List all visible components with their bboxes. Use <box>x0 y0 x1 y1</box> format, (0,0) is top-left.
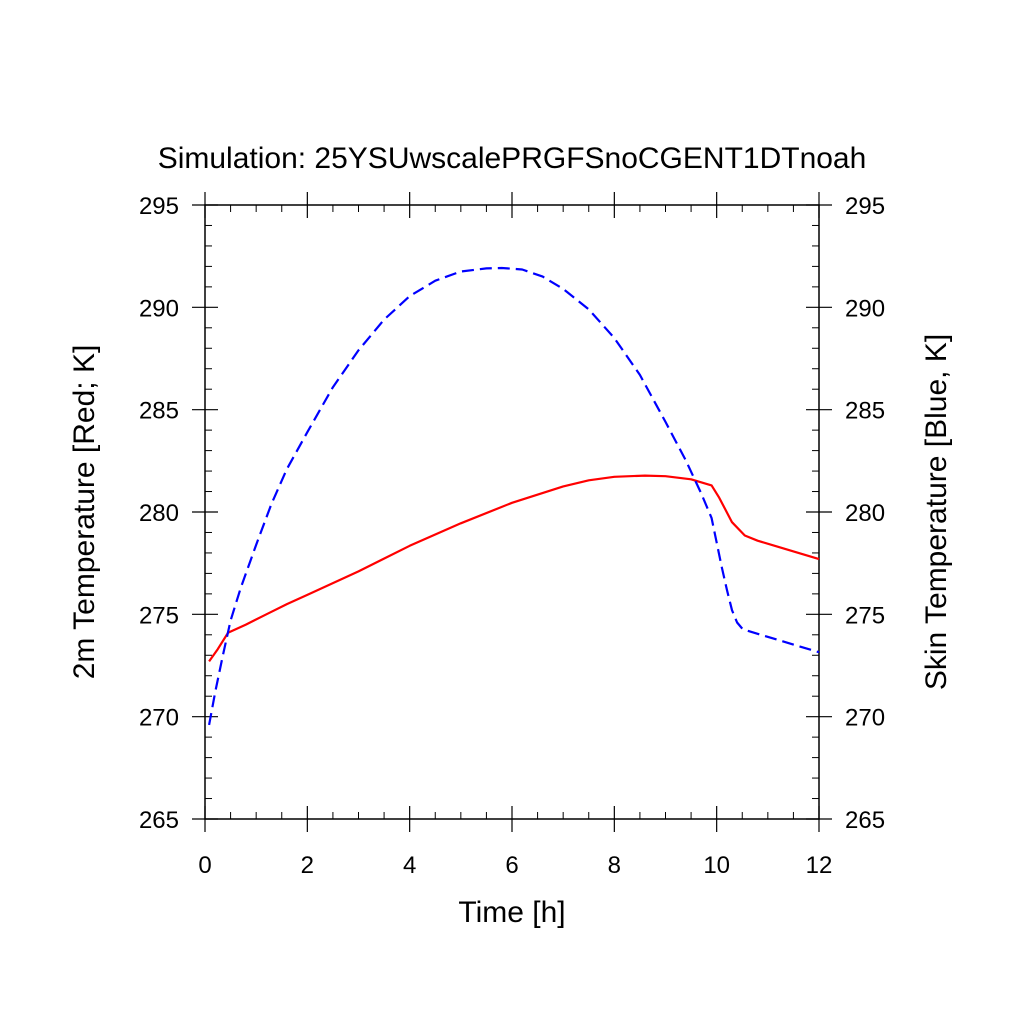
series-line-2m-temperature <box>208 474 820 663</box>
tick-marks <box>192 192 832 832</box>
y-left-tick-label: 265 <box>139 807 179 834</box>
x-tick-label: 10 <box>703 852 730 879</box>
y-right-axis-title: Skin Temperature [Blue, K] <box>920 334 953 690</box>
series-layer <box>208 266 820 726</box>
x-tick-labels: 0 2 4 6 8 10 12 <box>198 852 832 879</box>
y-right-tick-labels: 265 270 275 280 285 290 295 <box>845 193 885 834</box>
x-tick-label: 2 <box>301 852 314 879</box>
chart-title: Simulation: 25YSUwscalePRGFSnoCGENT1DTno… <box>158 142 867 175</box>
y-left-tick-label: 280 <box>139 500 179 527</box>
y-right-tick-label: 265 <box>845 807 885 834</box>
y-right-tick-label: 285 <box>845 398 885 425</box>
x-tick-label: 12 <box>806 852 833 879</box>
y-right-tick-label: 290 <box>845 295 885 322</box>
y-right-tick-label: 295 <box>845 193 885 220</box>
y-left-tick-label: 285 <box>139 398 179 425</box>
y-right-tick-label: 270 <box>845 705 885 732</box>
x-tick-label: 8 <box>608 852 621 879</box>
x-tick-label: 4 <box>403 852 416 879</box>
x-tick-label: 0 <box>198 852 211 879</box>
y-left-tick-label: 275 <box>139 602 179 629</box>
y-left-tick-labels: 265 270 275 280 285 290 295 <box>139 193 179 834</box>
x-axis-title: Time [h] <box>458 896 565 929</box>
plot-frame <box>204 204 820 820</box>
y-right-tick-label: 275 <box>845 602 885 629</box>
y-right-tick-label: 280 <box>845 500 885 527</box>
x-tick-label: 6 <box>505 852 518 879</box>
y-left-tick-label: 295 <box>139 193 179 220</box>
y-left-tick-label: 270 <box>139 705 179 732</box>
y-left-axis-title: 2m Temperature [Red; K] <box>68 345 101 680</box>
series-line-skin-temperature <box>208 266 820 726</box>
y-left-tick-label: 290 <box>139 295 179 322</box>
